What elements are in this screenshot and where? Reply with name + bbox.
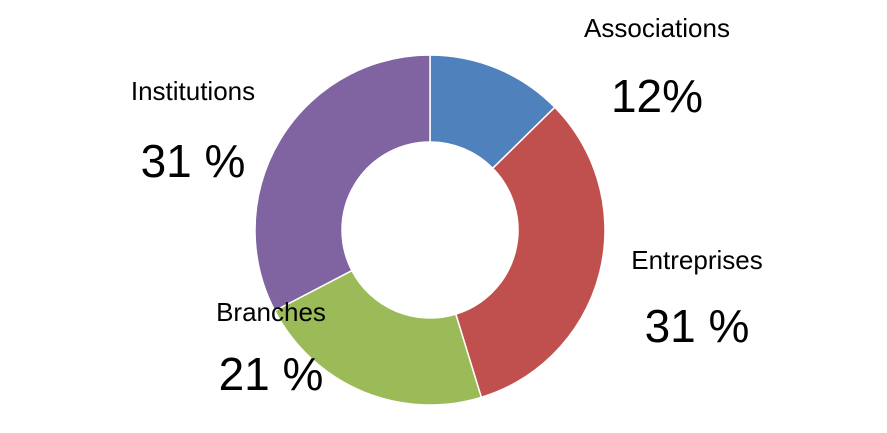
- slice-name: Institutions: [131, 76, 255, 106]
- slice-value-label: 31 %: [645, 300, 750, 352]
- slice-name: Entreprises: [631, 245, 763, 275]
- slice-value-label: 31 %: [141, 135, 246, 187]
- donut-slice: [254, 54, 431, 312]
- donut-slice: [273, 269, 483, 406]
- slice-value-label: 12%: [611, 70, 703, 122]
- slice-value-label: 21 %: [219, 348, 324, 400]
- slice-name: Branches: [216, 297, 326, 327]
- slice-name: Associations: [584, 13, 730, 43]
- donut-slice: [454, 106, 606, 399]
